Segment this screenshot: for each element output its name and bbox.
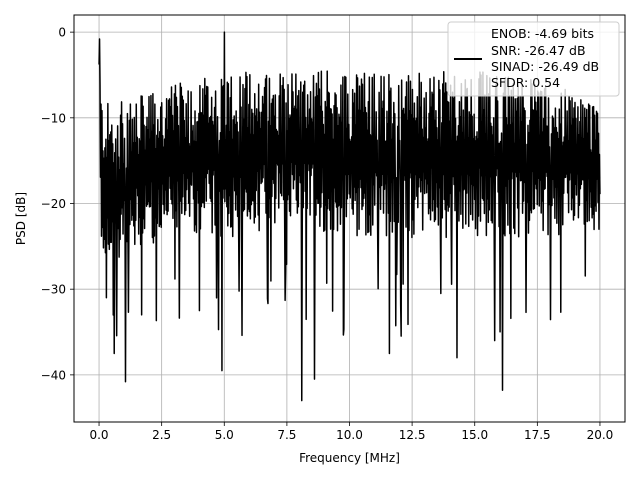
- x-tick-label: 12.5: [399, 428, 426, 442]
- y-axis-ticks: 0 −10 −20 −30 −40: [41, 26, 74, 382]
- legend-box: [447, 21, 620, 97]
- legend-entry-snr: SNR: -26.47 dB: [491, 43, 586, 58]
- x-tick-label: 5.0: [215, 428, 234, 442]
- y-tick-label: 0: [58, 26, 66, 40]
- psd-series-line: [98, 31, 601, 402]
- x-tick-label: 20.0: [587, 428, 614, 442]
- legend-entry-sinad: SINAD: -26.49 dB: [491, 59, 599, 74]
- y-tick-label: −20: [41, 197, 66, 211]
- x-tick-label: 2.5: [152, 428, 171, 442]
- x-tick-label: 15.0: [461, 428, 488, 442]
- x-tick-label: 10.0: [336, 428, 363, 442]
- y-tick-label: −40: [41, 368, 66, 382]
- psd-line-layer: [98, 31, 601, 402]
- y-tick-label: −10: [41, 111, 66, 125]
- legend: ENOB: -4.69 bits SNR: -26.47 dB SINAD: -…: [447, 21, 620, 97]
- x-tick-label: 0.0: [89, 428, 108, 442]
- x-tick-label: 17.5: [524, 428, 551, 442]
- y-axis-label: PSD [dB]: [14, 192, 28, 245]
- legend-entry-enob: ENOB: -4.69 bits: [491, 26, 594, 41]
- x-axis-ticks: 0.0 2.5 5.0 7.5 10.0 12.5 15.0 17.5 20.0: [89, 422, 613, 442]
- x-axis-label: Frequency [MHz]: [299, 451, 400, 465]
- x-tick-label: 7.5: [277, 428, 296, 442]
- legend-entry-sfdr: SFDR: 0.54: [491, 75, 560, 90]
- y-tick-label: −30: [41, 283, 66, 297]
